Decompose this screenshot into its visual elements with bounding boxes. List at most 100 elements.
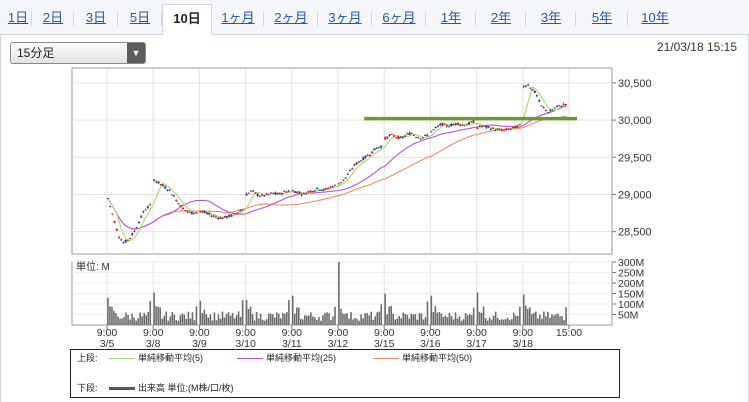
volume-bar	[352, 319, 354, 325]
tab-9[interactable]: 1年	[440, 10, 462, 25]
candle-body	[140, 215, 143, 218]
volume-bar	[265, 319, 268, 325]
x-tick-time: 9:00	[328, 327, 349, 339]
volume-bar	[308, 315, 310, 325]
candle-body	[505, 128, 508, 131]
volume-bar	[504, 319, 507, 325]
volume-bar	[127, 315, 129, 325]
volume-bar	[426, 301, 429, 325]
candle-body	[496, 128, 499, 130]
candle-body	[106, 198, 109, 200]
candle-body	[487, 126, 490, 128]
candle-body	[175, 199, 178, 202]
tab-separator	[161, 12, 162, 26]
candle-body	[401, 136, 404, 138]
candle-body	[353, 164, 356, 166]
volume-bar	[354, 318, 356, 325]
candle-body	[149, 204, 152, 206]
volume-bar	[191, 312, 194, 325]
volume-bar	[181, 313, 184, 325]
candle-body	[249, 190, 252, 192]
candle-body	[188, 211, 191, 213]
x-tick-time: 9:00	[97, 327, 118, 339]
volume-bar	[384, 293, 386, 325]
volume-bar	[157, 306, 159, 325]
volume-bar	[496, 318, 499, 325]
interval-select-value: 15分足	[17, 46, 55, 60]
volume-bar	[406, 314, 409, 325]
candle-body	[225, 216, 228, 218]
tab-1[interactable]: 2日	[42, 10, 64, 25]
tab-2[interactable]: 3日	[85, 10, 107, 25]
volume-bar	[404, 314, 407, 325]
candle-body	[412, 134, 415, 136]
volume-bar	[549, 317, 551, 325]
tab-10[interactable]: 2年	[490, 10, 512, 25]
candle-body	[278, 192, 281, 195]
volume-bar	[286, 312, 288, 325]
volume-bar	[462, 319, 465, 325]
volume-bar	[297, 307, 300, 325]
x-tick-time: 9:00	[282, 327, 303, 339]
tab-12[interactable]: 5年	[591, 10, 613, 25]
volume-tick-label: 100M	[618, 299, 644, 311]
tab-7[interactable]: 3ヶ月	[328, 10, 362, 25]
volume-bar	[430, 295, 433, 325]
candle-body	[362, 157, 365, 161]
volume-bar	[432, 311, 435, 325]
volume-bar	[175, 320, 178, 325]
candle-body	[205, 213, 208, 215]
tab-11[interactable]: 3年	[540, 10, 562, 25]
volume-bar	[456, 318, 459, 325]
volume-bar	[314, 317, 316, 325]
volume-bar	[539, 314, 541, 325]
candle-body	[122, 242, 125, 244]
candle-body	[485, 125, 488, 128]
candle-body	[371, 151, 374, 154]
interval-select[interactable]: 15分足 ▼	[10, 42, 146, 64]
candle-body	[342, 179, 345, 181]
ma25-line	[107, 105, 567, 230]
volume-bar	[249, 306, 252, 325]
candle-body	[320, 189, 323, 191]
candle-body	[507, 128, 510, 130]
volume-bar	[442, 316, 445, 325]
candle-body	[324, 187, 327, 189]
tab-4[interactable]: 10日	[162, 4, 212, 35]
candle-body	[208, 213, 211, 215]
volume-bar	[498, 319, 501, 325]
candle-body	[219, 217, 222, 220]
volume-bar	[547, 311, 549, 325]
tab-8[interactable]: 6ヶ月	[382, 10, 416, 25]
candle-body	[454, 122, 457, 125]
tab-separator	[31, 12, 32, 26]
volume-bar	[225, 313, 228, 325]
tab-13[interactable]: 10年	[641, 10, 669, 25]
tab-6[interactable]: 2ヶ月	[274, 10, 308, 25]
candle-body	[498, 128, 501, 130]
chevron-down-icon: ▼	[127, 43, 145, 63]
candle-body	[234, 213, 237, 215]
candle-body	[129, 237, 132, 239]
candle-body	[380, 145, 383, 148]
candle-body	[131, 233, 134, 236]
volume-bar	[117, 316, 119, 325]
candle-body	[133, 230, 136, 232]
x-tick-date: 3/15	[374, 338, 395, 350]
tab-0[interactable]: 1日	[7, 10, 29, 25]
price-tick-label: 29,500	[618, 152, 652, 164]
candle-body	[560, 105, 563, 107]
tab-5[interactable]: 1ヶ月	[221, 10, 255, 25]
candle-body	[252, 190, 255, 192]
volume-bar	[490, 319, 493, 325]
volume-bar	[318, 316, 320, 325]
candle-body	[126, 239, 129, 241]
candle-body	[168, 189, 171, 191]
candle-body	[298, 192, 301, 194]
volume-bar	[161, 318, 163, 325]
volume-bar	[412, 314, 415, 325]
volume-bar	[535, 311, 537, 325]
tab-3[interactable]: 5日	[129, 10, 151, 25]
candle-body	[142, 211, 145, 213]
candle-body	[404, 135, 407, 137]
